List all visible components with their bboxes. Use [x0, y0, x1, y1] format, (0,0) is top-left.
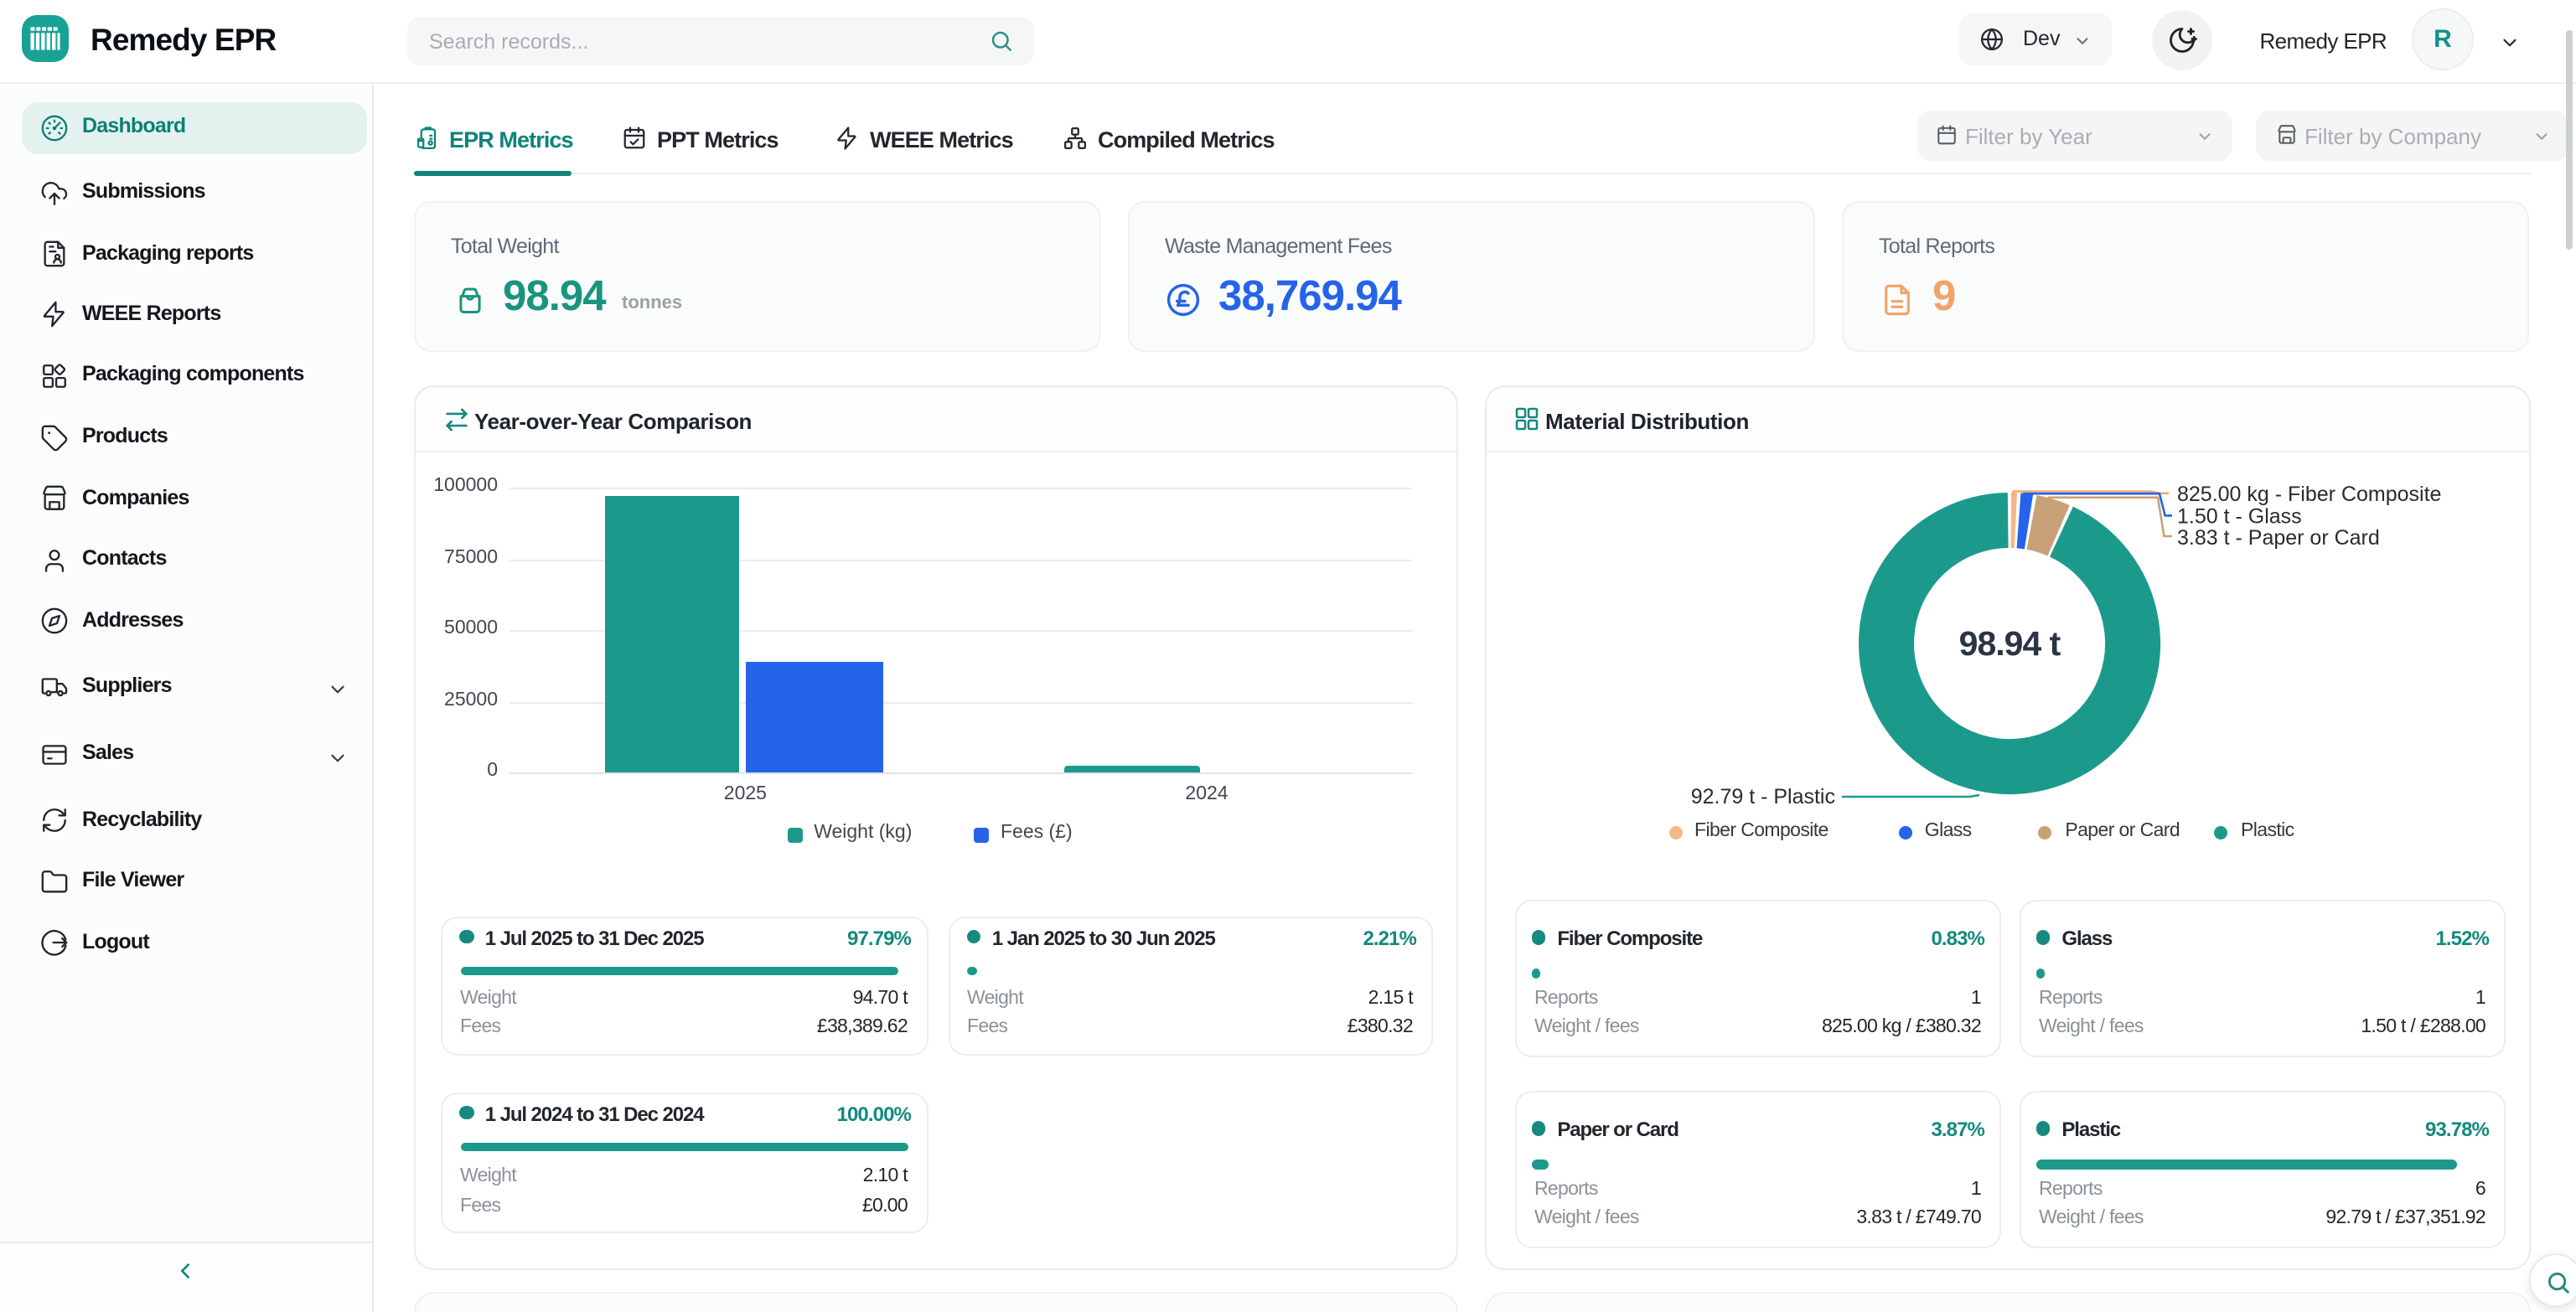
svg-text:98.94 t: 98.94 t — [1959, 624, 2061, 663]
svg-text:92.79 t - Plastic: 92.79 t - Plastic — [1691, 785, 1835, 808]
svg-text:3.83 t - Paper or Card: 3.83 t - Paper or Card — [2177, 526, 2380, 550]
svg-text:825.00 kg - Fiber Composite: 825.00 kg - Fiber Composite — [2177, 483, 2441, 506]
svg-text:1.50 t - Glass: 1.50 t - Glass — [2177, 505, 2302, 529]
